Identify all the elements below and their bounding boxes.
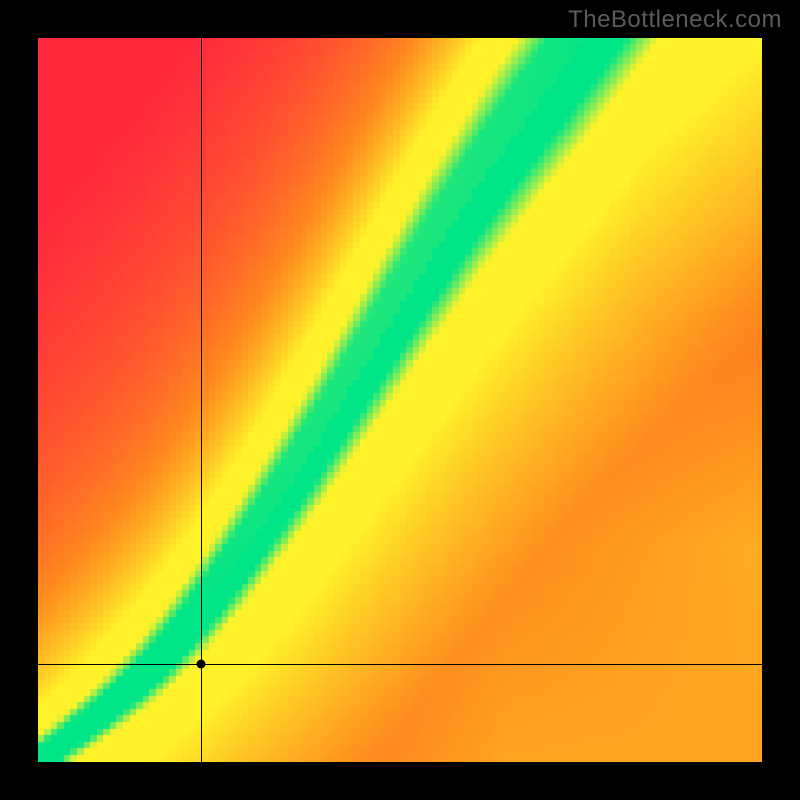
- crosshair-point: [196, 660, 205, 669]
- crosshair-vertical: [201, 38, 202, 762]
- watermark-text: TheBottleneck.com: [568, 6, 782, 34]
- bottleneck-heatmap: [38, 38, 762, 762]
- crosshair-horizontal: [38, 664, 762, 665]
- heatmap-canvas: [38, 38, 762, 762]
